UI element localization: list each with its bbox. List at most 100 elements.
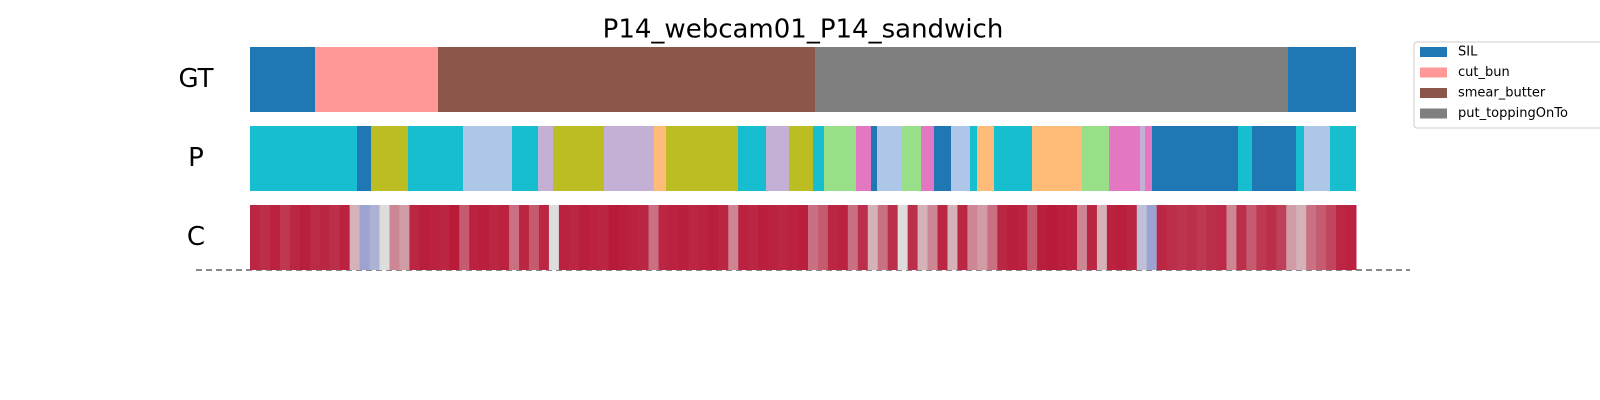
- legend-label: put_toppingOnTo: [1458, 106, 1568, 121]
- confidence-cell: [1047, 205, 1058, 270]
- confidence-cell: [1256, 205, 1267, 270]
- confidence-cell: [509, 205, 520, 270]
- confidence-cell: [648, 205, 660, 270]
- confidence-cell: [558, 205, 570, 270]
- pred-segment: [250, 126, 357, 191]
- confidence-cell: [279, 205, 291, 270]
- confidence-cell: [807, 205, 819, 270]
- confidence-cell: [1067, 205, 1078, 270]
- confidence-cell: [499, 205, 510, 270]
- legend-label: smear_butter: [1458, 86, 1546, 101]
- confidence-cell: [728, 205, 739, 270]
- confidence-cell: [349, 205, 361, 270]
- confidence-cell: [548, 205, 560, 270]
- confidence-cell: [269, 205, 281, 270]
- confidence-cell: [1286, 205, 1297, 270]
- pred-segment: [408, 126, 463, 191]
- row-label: C: [187, 222, 205, 252]
- pred-segment: [371, 126, 408, 191]
- row-label: GT: [178, 64, 213, 94]
- pred-segment: [813, 126, 824, 191]
- confidence-cell: [1306, 205, 1317, 270]
- pred-segment: [1252, 126, 1296, 191]
- row-label: P: [188, 143, 204, 173]
- legend-swatch: [1420, 88, 1447, 98]
- confidence-cell: [1146, 205, 1158, 270]
- legend-label: cut_bun: [1458, 65, 1510, 80]
- pred-segment: [1152, 126, 1238, 191]
- pred-segment: [654, 126, 666, 191]
- pred-segment: [1238, 126, 1252, 191]
- legend-swatch: [1420, 47, 1447, 57]
- pred-segment: [357, 126, 371, 191]
- confidence-cell: [877, 205, 889, 270]
- pred-segment: [994, 126, 1032, 191]
- confidence-cell: [519, 205, 530, 270]
- confidence-cell: [409, 205, 420, 270]
- confidence-cell: [698, 205, 709, 270]
- confidence-cell: [1336, 205, 1347, 270]
- confidence-cell: [738, 205, 749, 270]
- confidence-cell: [977, 205, 988, 270]
- confidence-cell: [1096, 205, 1108, 270]
- legend-label: SIL: [1458, 45, 1478, 60]
- pred-segment: [666, 126, 738, 191]
- confidence-cell: [887, 205, 899, 270]
- confidence-cell: [1346, 205, 1357, 270]
- confidence-cell: [1176, 205, 1188, 270]
- confidence-cell: [1166, 205, 1178, 270]
- confidence-cell: [867, 205, 879, 270]
- chart-title: P14_webcam01_P14_sandwich: [603, 15, 1004, 45]
- confidence-cell: [638, 205, 650, 270]
- confidence-cell: [439, 205, 450, 270]
- confidence-cell: [718, 205, 729, 270]
- pred-segment: [902, 126, 921, 191]
- confidence-cell: [618, 205, 630, 270]
- confidence-cell: [259, 205, 271, 270]
- confidence-cell: [1156, 205, 1168, 270]
- pred-segment: [789, 126, 813, 191]
- pred-segment: [512, 126, 538, 191]
- pred-segment: [934, 126, 951, 191]
- confidence-cell: [479, 205, 490, 270]
- confidence-cell: [1086, 205, 1098, 270]
- pred-segment: [1032, 126, 1082, 191]
- confidence-cell: [837, 205, 849, 270]
- confidence-cell: [578, 205, 590, 270]
- confidence-cell: [1226, 205, 1237, 270]
- confidence-cell: [748, 205, 759, 270]
- confidence-cell: [319, 205, 331, 270]
- gt-segment: [438, 47, 815, 112]
- pred-segment: [856, 126, 871, 191]
- confidence-cell: [688, 205, 699, 270]
- confidence-cell: [1206, 205, 1218, 270]
- confidence-cell: [359, 205, 371, 270]
- gt-segment: [1288, 47, 1356, 112]
- confidence-cell: [250, 205, 261, 270]
- gt-segment: [250, 47, 315, 112]
- confidence-cell: [1266, 205, 1277, 270]
- confidence-cell: [827, 205, 839, 270]
- confidence-cell: [907, 205, 919, 270]
- confidence-cell: [937, 205, 948, 270]
- confidence-cell: [1057, 205, 1068, 270]
- confidence-cell: [997, 205, 1008, 270]
- pred-segment: [463, 126, 512, 191]
- pred-segment: [738, 126, 766, 191]
- pred-segment: [977, 126, 994, 191]
- confidence-cell: [1027, 205, 1038, 270]
- pred-segment: [553, 126, 604, 191]
- confidence-cell: [1326, 205, 1337, 270]
- confidence-cell: [389, 205, 400, 270]
- confidence-cell: [339, 205, 351, 270]
- confidence-cell: [857, 205, 869, 270]
- confidence-cell: [817, 205, 829, 270]
- gt-segment: [815, 47, 1288, 112]
- confidence-cell: [1316, 205, 1327, 270]
- confidence-cell: [1236, 205, 1247, 270]
- gt-segment: [315, 47, 438, 112]
- confidence-cell: [429, 205, 440, 270]
- confidence-cell: [897, 205, 909, 270]
- confidence-cell: [1216, 205, 1227, 270]
